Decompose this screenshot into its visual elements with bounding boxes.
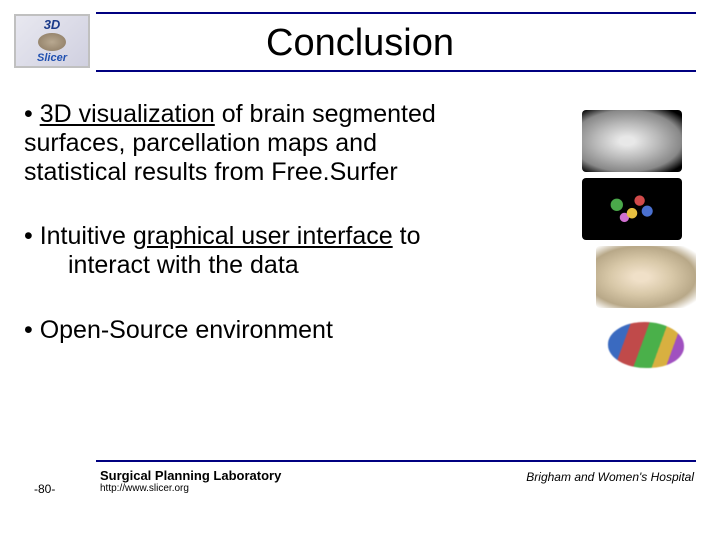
header-bottom-rule: [96, 70, 696, 72]
bullet-2-marker: • Intuitive: [24, 222, 133, 250]
slide-header: 3D Slicer Conclusion: [0, 0, 720, 80]
footer-lab-name: Surgical Planning Laboratory: [100, 468, 281, 483]
bullet-2: • Intuitive graphical user interface to …: [24, 222, 564, 280]
brain-color3d-icon: [596, 314, 696, 376]
brain-sagittal-icon: [582, 110, 682, 172]
footer-hospital: Brigham and Women's Hospital: [526, 470, 694, 484]
bullet-1-line3: statistical results from Free.Surfer: [24, 158, 584, 187]
slide-footer: -80- Surgical Planning Laboratory http:/…: [0, 460, 720, 516]
bullet-2-line2: interact with the data: [24, 251, 564, 280]
bullet-1-text-a: of brain segmented: [215, 100, 436, 128]
footer-rule: [96, 460, 696, 462]
footer-url: http://www.slicer.org: [100, 483, 281, 494]
brain-parcellation-icon: [582, 178, 682, 240]
slide-title: Conclusion: [0, 22, 720, 65]
bullet-2-text-a: to: [393, 222, 421, 250]
bullet-2-underline: graphical user interface: [133, 222, 393, 250]
bullet-3-text: • Open-Source environment: [24, 316, 333, 344]
brain-thumbnails: [582, 110, 702, 382]
bullet-1-marker: •: [24, 100, 40, 128]
page-number: -80-: [34, 482, 55, 496]
header-top-rule: [96, 12, 696, 14]
bullet-1-line2: surfaces, parcellation maps and: [24, 129, 584, 158]
bullet-1-underline: 3D visualization: [40, 100, 215, 128]
bullet-1: • 3D visualization of brain segmented su…: [24, 100, 584, 186]
brain-surface-icon: [596, 246, 696, 308]
footer-left-block: Surgical Planning Laboratory http://www.…: [100, 468, 281, 494]
